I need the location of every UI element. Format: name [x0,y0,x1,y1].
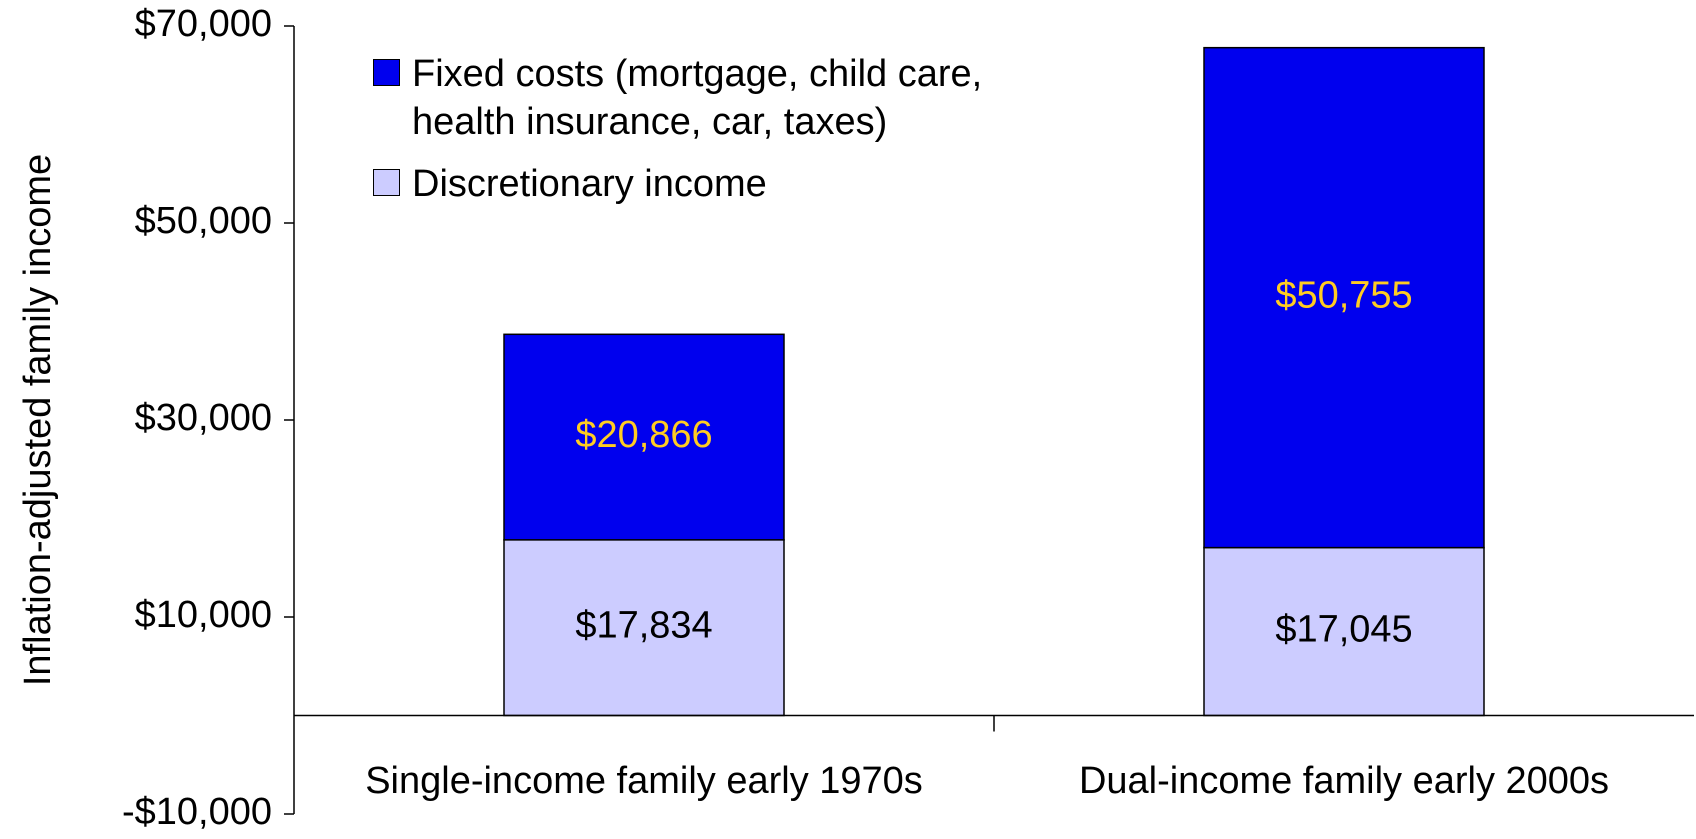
value-label: $20,866 [575,414,712,456]
value-label: $17,045 [1275,609,1412,651]
value-label: $17,834 [575,605,712,647]
bar-segment [503,333,785,541]
bar-segment [1203,546,1485,717]
y-tick-label: $10,000 [135,594,272,636]
y-tick-label: -$10,000 [122,791,272,833]
legend: Fixed costs (mortgage, child care, healt… [373,50,1092,208]
y-tick-label: $50,000 [135,200,272,242]
legend-swatch [373,59,400,86]
y-tick-label: $70,000 [135,3,272,45]
y-axis-title: Inflation-adjusted family income [17,154,59,686]
bar-segment [503,539,785,717]
legend-entry: Discretionary income [373,160,1092,208]
y-tick-label: $30,000 [135,397,272,439]
bar-segment [1203,46,1485,549]
legend-swatch [373,169,400,196]
legend-label: Discretionary income [412,163,767,205]
x-tick-label: Dual-income family early 2000s [1079,760,1609,802]
value-label: $50,755 [1275,275,1412,317]
legend-entry: Fixed costs (mortgage, child care, healt… [373,50,1092,146]
legend-label: Fixed costs (mortgage, child care, healt… [412,53,983,143]
x-tick-label: Single-income family early 1970s [365,760,923,802]
